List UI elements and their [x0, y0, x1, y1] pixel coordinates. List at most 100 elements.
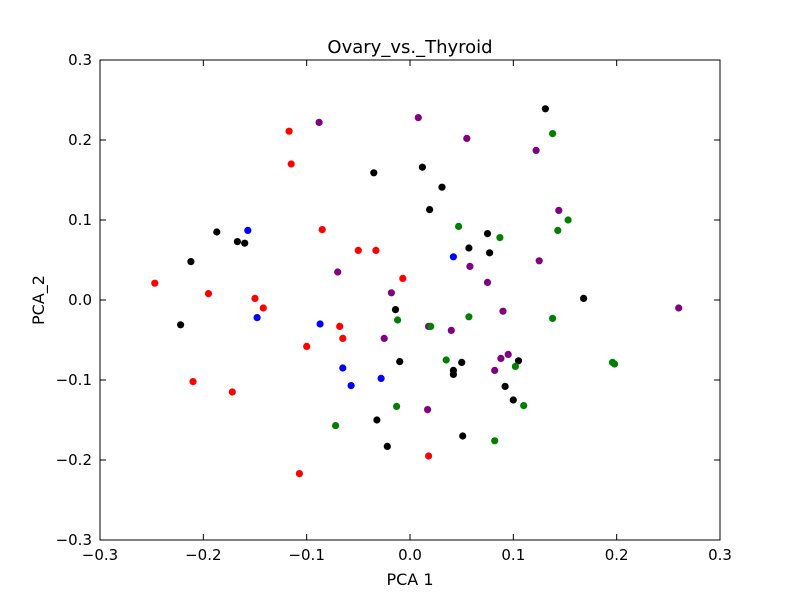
data-point-series-0-8 — [251, 294, 259, 302]
data-point-series-3-18 — [675, 304, 683, 312]
data-point-series-2-15 — [396, 358, 404, 366]
x-tick-label-3: 0.0 — [398, 546, 422, 564]
data-point-series-2-20 — [501, 382, 509, 390]
points-layer — [151, 105, 683, 478]
x-tick-label-0: −0.3 — [82, 546, 118, 564]
data-point-series-4-9 — [442, 356, 450, 364]
plot-frame — [99, 59, 721, 541]
y-tick-label-5: 0.2 — [68, 131, 92, 149]
y-tick-label-6: 0.3 — [68, 51, 92, 69]
x-tick-label-6: 0.3 — [708, 546, 732, 564]
data-point-series-3-14 — [504, 350, 512, 358]
data-point-series-0-13 — [189, 378, 197, 386]
data-point-series-0-1 — [287, 160, 295, 168]
data-point-series-2-1 — [418, 163, 426, 171]
data-point-series-4-5 — [465, 313, 473, 321]
x-tick-label-4: 0.1 — [501, 546, 525, 564]
data-point-series-0-11 — [339, 334, 347, 342]
data-point-series-4-7 — [427, 322, 435, 330]
data-point-series-1-1 — [253, 314, 261, 322]
data-point-series-3-16 — [491, 366, 499, 374]
data-point-series-4-1 — [455, 222, 463, 230]
data-point-series-0-12 — [303, 342, 311, 350]
data-point-series-3-7 — [466, 262, 474, 270]
data-point-series-1-6 — [449, 253, 457, 261]
data-point-series-4-8 — [549, 314, 557, 322]
data-point-series-0-6 — [151, 279, 159, 287]
data-point-series-1-3 — [339, 364, 347, 372]
data-point-series-2-0 — [541, 105, 550, 113]
y-axis-label: PCA_2 — [29, 275, 49, 325]
data-point-series-4-0 — [549, 130, 557, 138]
data-point-series-2-4 — [426, 206, 434, 214]
data-point-series-3-8 — [387, 289, 395, 297]
data-point-series-3-0 — [315, 118, 323, 126]
data-point-series-3-5 — [535, 257, 543, 265]
data-point-series-3-13 — [499, 307, 507, 315]
x-tick-label-1: −0.2 — [185, 546, 221, 564]
data-point-series-3-3 — [532, 146, 540, 154]
ticks-layer: −0.3 −0.2 −0.1 0.0 0.1 0.2 0.3 −0.3 −0.2 −0.1 0.0 0… — [56, 51, 732, 564]
data-point-series-2-8 — [187, 258, 195, 266]
data-point-series-2-5 — [213, 228, 221, 236]
data-point-series-4-15 — [332, 422, 340, 430]
data-point-series-4-3 — [554, 226, 562, 234]
data-point-series-4-16 — [491, 437, 499, 445]
y-tick-label-2: −0.1 — [56, 371, 92, 389]
data-point-series-3-4 — [555, 206, 563, 214]
y-tick-label-3: 0.0 — [68, 291, 92, 309]
data-point-series-0-3 — [354, 246, 362, 254]
data-point-series-1-0 — [244, 226, 252, 234]
x-axis-label: PCA 1 — [386, 570, 433, 589]
data-point-series-4-6 — [394, 316, 402, 324]
data-point-series-3-17 — [424, 406, 432, 414]
data-point-series-2-22 — [373, 416, 381, 424]
data-point-series-0-10 — [336, 322, 344, 330]
data-point-series-3-11 — [447, 326, 455, 334]
data-point-series-2-2 — [370, 169, 378, 177]
data-point-series-4-4 — [564, 216, 572, 224]
y-tick-label-4: 0.1 — [68, 211, 92, 229]
data-point-series-2-14 — [580, 294, 588, 302]
data-point-series-0-15 — [295, 470, 303, 478]
data-point-series-2-13 — [391, 306, 400, 314]
data-point-series-0-4 — [372, 246, 380, 254]
data-point-series-0-7 — [204, 290, 213, 298]
data-point-series-3-9 — [483, 278, 492, 286]
data-point-series-4-14 — [393, 402, 401, 410]
data-point-series-3-1 — [414, 114, 422, 122]
data-point-series-0-14 — [228, 388, 236, 396]
data-point-series-1-4 — [347, 382, 355, 390]
data-point-series-2-23 — [383, 442, 391, 450]
data-point-series-2-19 — [514, 357, 523, 365]
data-point-series-4-10 — [511, 362, 519, 370]
data-point-series-2-18 — [449, 370, 457, 378]
data-point-series-0-0 — [285, 127, 293, 135]
data-point-series-4-12 — [611, 360, 619, 368]
data-point-series-4-13 — [520, 402, 528, 410]
data-point-series-3-2 — [463, 134, 471, 142]
x-tick-label-2: −0.1 — [288, 546, 324, 564]
data-point-series-0-2 — [318, 226, 326, 234]
data-point-series-2-10 — [465, 244, 473, 252]
data-point-series-2-21 — [509, 396, 517, 404]
chart-title: Ovary_vs._Thyroid — [327, 37, 492, 58]
y-tick-label-0: −0.3 — [56, 531, 92, 549]
data-point-series-2-3 — [438, 183, 446, 191]
data-point-series-3-6 — [334, 268, 342, 276]
data-point-series-2-11 — [486, 249, 494, 257]
data-point-series-1-2 — [316, 320, 324, 328]
data-point-series-2-16 — [458, 358, 466, 366]
x-tick-label-5: 0.2 — [605, 546, 629, 564]
data-point-series-2-12 — [177, 321, 185, 329]
data-point-series-2-7 — [241, 239, 249, 247]
data-point-series-2-9 — [483, 230, 492, 238]
data-point-series-1-5 — [377, 374, 385, 382]
data-point-series-3-15 — [497, 354, 505, 362]
data-point-series-0-9 — [259, 304, 267, 312]
data-point-series-0-16 — [425, 452, 433, 460]
data-point-series-2-24 — [459, 432, 467, 440]
